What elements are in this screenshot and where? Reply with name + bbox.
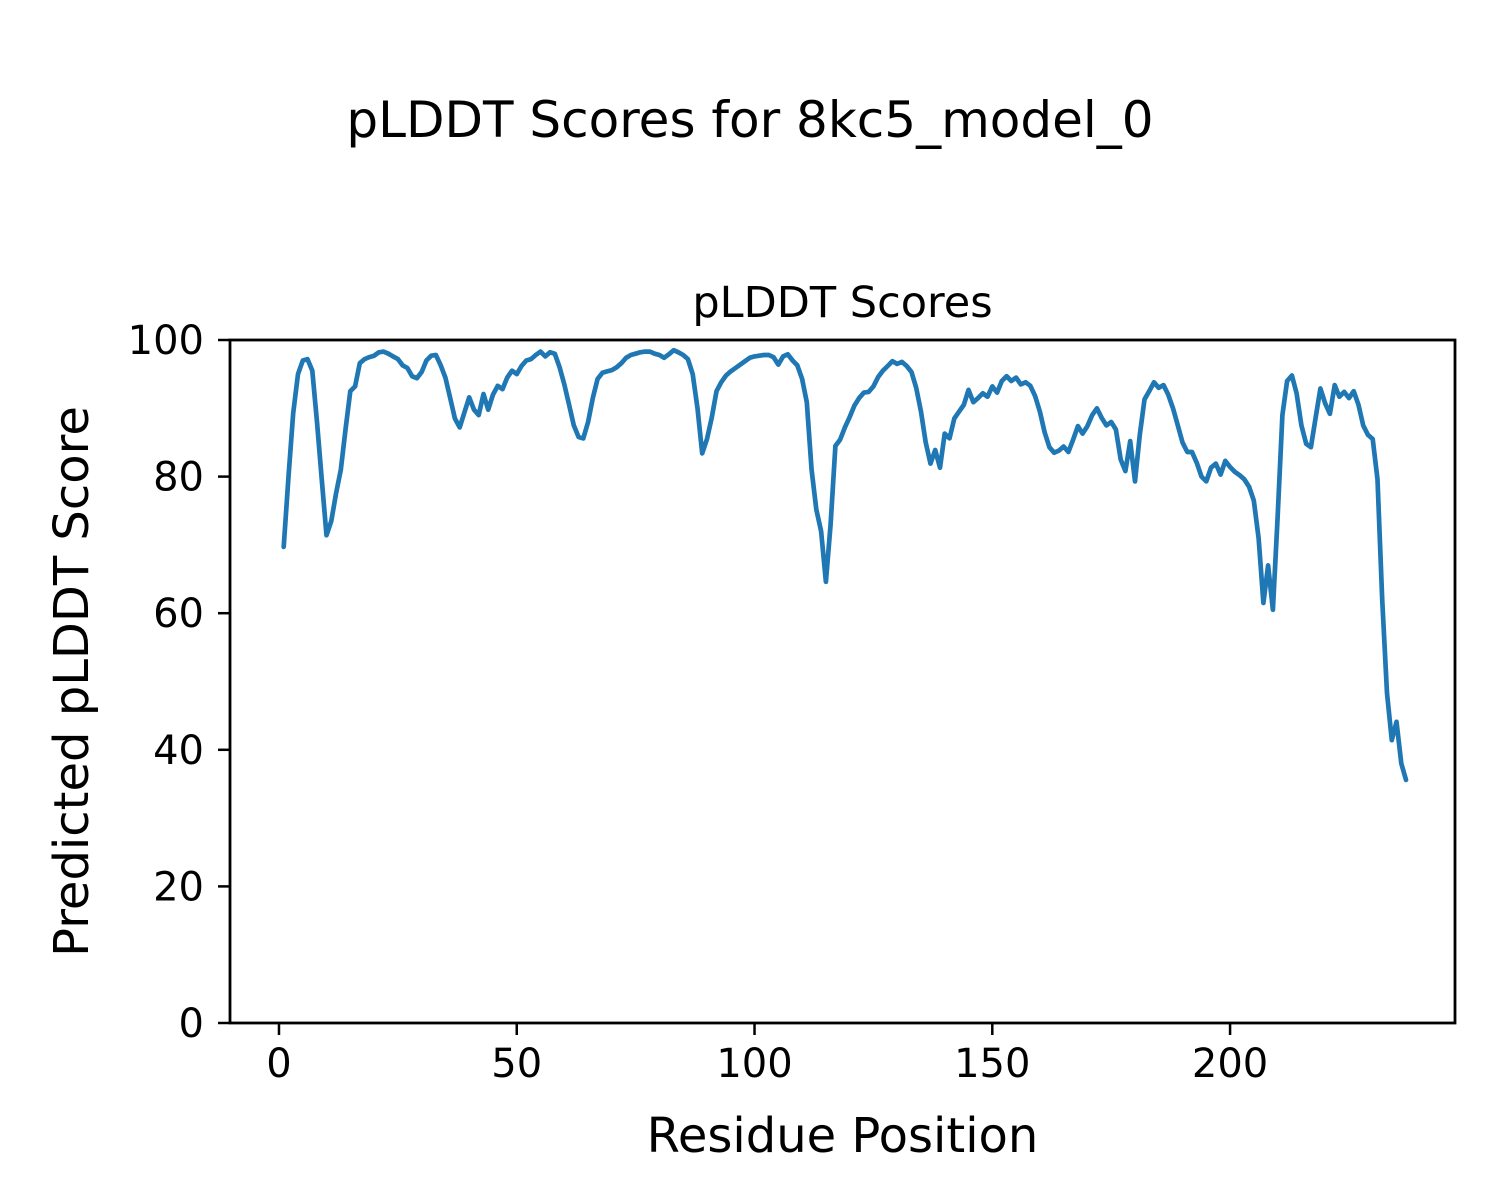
x-tick-label: 0 xyxy=(266,1041,291,1087)
y-axis-ticks: 0 20 40 60 80 100 xyxy=(128,318,230,1047)
y-tick-label: 100 xyxy=(128,318,204,364)
plddt-line-series xyxy=(281,347,1409,783)
x-tick-label: 100 xyxy=(716,1041,792,1087)
y-tick-label: 20 xyxy=(153,864,204,910)
y-tick-label: 40 xyxy=(153,728,204,774)
y-tick-label: 0 xyxy=(179,1001,204,1047)
x-tick-label: 150 xyxy=(954,1041,1030,1087)
y-axis-label: Predicted pLDDT Score xyxy=(44,406,100,957)
x-tick-label: 50 xyxy=(491,1041,542,1087)
x-axis-label: Residue Position xyxy=(647,1108,1039,1164)
figure-title: pLDDT Scores for 8kc5_model_0 xyxy=(346,91,1154,149)
axes-title: pLDDT Scores xyxy=(692,278,992,328)
plot-border xyxy=(228,338,1457,1025)
y-tick-label: 80 xyxy=(153,455,204,501)
y-tick-label: 60 xyxy=(153,591,204,637)
x-tick-label: 200 xyxy=(1192,1041,1268,1087)
x-axis-ticks: 0 50 100 150 200 xyxy=(266,1023,1268,1087)
